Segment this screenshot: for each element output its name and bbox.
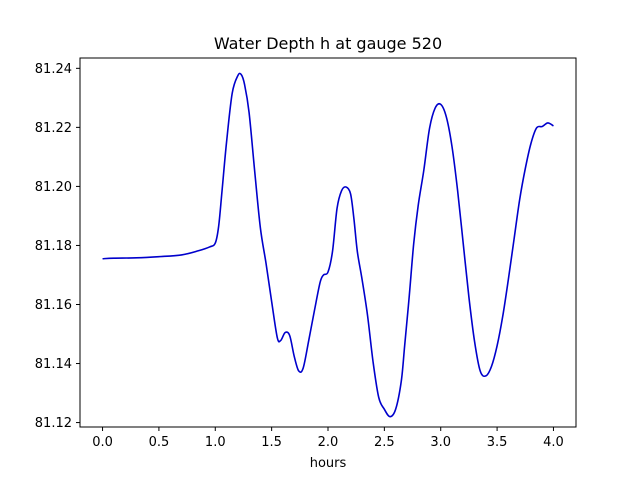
y-tick-label: 81.18 bbox=[35, 239, 72, 254]
x-tick-label: 4.0 bbox=[543, 435, 564, 450]
x-tick-label: 1.5 bbox=[261, 435, 282, 450]
y-tick-label: 81.16 bbox=[35, 298, 72, 313]
y-tick-label: 81.12 bbox=[35, 416, 72, 431]
axis-ticks: 0.0 0.5 1.0 1.5 2.0 2.5 3.0 3.5 4.0 81.12 81.14 81.… bbox=[35, 62, 564, 450]
x-tick-label: 3.0 bbox=[430, 435, 451, 450]
y-tick-label: 81.22 bbox=[35, 121, 72, 136]
y-tick-label: 81.20 bbox=[35, 180, 72, 195]
series-line bbox=[102, 72, 554, 418]
y-tick-label: 81.14 bbox=[35, 357, 72, 372]
plot-frame bbox=[79, 57, 577, 428]
x-tick-label: 0.0 bbox=[92, 435, 113, 450]
y-tick-label: 81.24 bbox=[35, 62, 72, 77]
x-tick-label: 1.0 bbox=[205, 435, 226, 450]
chart-title: Water Depth h at gauge 520 bbox=[214, 34, 442, 53]
plot-area bbox=[80, 58, 576, 427]
x-tick-label: 3.5 bbox=[487, 435, 508, 450]
x-tick-label: 2.5 bbox=[374, 435, 395, 450]
x-axis-label: hours bbox=[310, 456, 347, 471]
x-tick-label: 0.5 bbox=[149, 435, 170, 450]
x-tick-label: 2.0 bbox=[318, 435, 339, 450]
